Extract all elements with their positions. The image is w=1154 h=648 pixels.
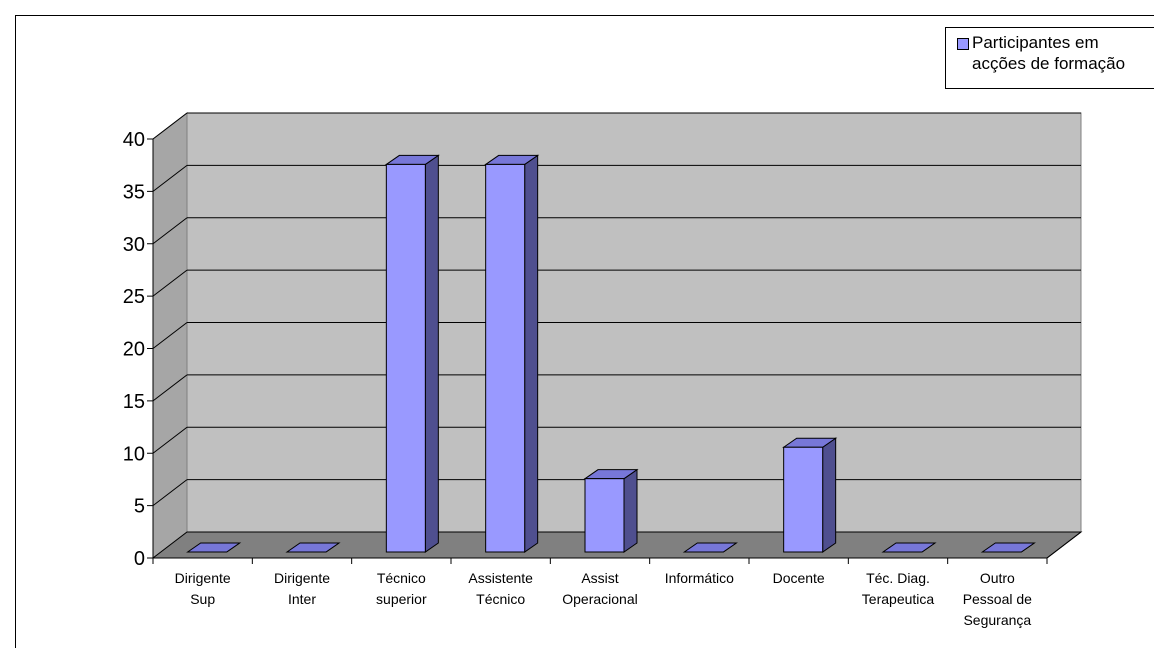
y-tick-label: 40 [123,129,145,151]
gridline-side [152,479,188,507]
x-tick-label: Téc. Diag. Terapeutica [862,570,935,607]
x-tick-label: Técnico superior [376,570,427,607]
floor-edge [1046,531,1082,559]
bar-top [285,542,341,553]
bar [782,437,838,553]
x-tick-label: Dirigente Sup [175,570,231,607]
gridline-side [152,322,188,349]
x-tick-label: Dirigente Inter [274,570,330,607]
bar-top [186,542,242,553]
gridline-side [152,164,188,192]
axes [147,138,1082,564]
y-tick-label: 20 [123,339,145,361]
x-tick-label: Assist Operacional [562,570,638,607]
bar-side [623,468,638,553]
gridline-side [152,269,188,297]
y-tick-labels: 0 5 10 15 20 25 30 35 40 [123,129,145,570]
gridline-side [152,217,188,245]
y-tick-label: 25 [123,286,145,308]
bar [384,154,440,553]
bar-front [783,446,824,553]
y-tick-label: 15 [123,391,145,413]
y-tick-label: 35 [123,181,145,203]
bar-front [485,163,526,553]
bar-top [682,542,738,553]
bar [980,542,1036,553]
bar-side [424,154,439,553]
gridline-side [152,426,188,454]
gridlines [152,112,1081,507]
bar [285,542,341,553]
x-tick-label: Docente [773,570,825,586]
legend-label: Participantes em acções de formação [972,33,1126,73]
bar-side [822,437,837,553]
x-tick-label: Assistente Técnico [468,570,533,607]
gridline-side [152,112,188,140]
bar [484,154,540,553]
bar [186,542,242,553]
bar-front [385,163,426,553]
bars [186,154,1036,553]
bar-top [881,542,937,553]
y-tick-label: 0 [134,548,145,570]
bar [881,542,937,553]
gridline-side [152,374,188,402]
legend: Participantes em acções de formação [945,27,1154,89]
y-tick-label: 10 [123,443,145,465]
bar [583,468,639,553]
bar [682,542,738,553]
x-tick-labels: Dirigente Sup Dirigente Inter Técnico superio… [175,570,1033,628]
bar-top [980,542,1036,553]
bar-front [584,478,625,553]
x-tick-label: Informático [665,570,734,586]
chart-frame [15,15,1154,648]
legend-swatch [957,38,969,50]
bar-side [524,154,539,553]
y-tick-label: 30 [123,234,145,256]
y-tick-label: 5 [134,496,145,518]
x-tick-label: Outro Pessoal de Segurança [963,570,1032,628]
